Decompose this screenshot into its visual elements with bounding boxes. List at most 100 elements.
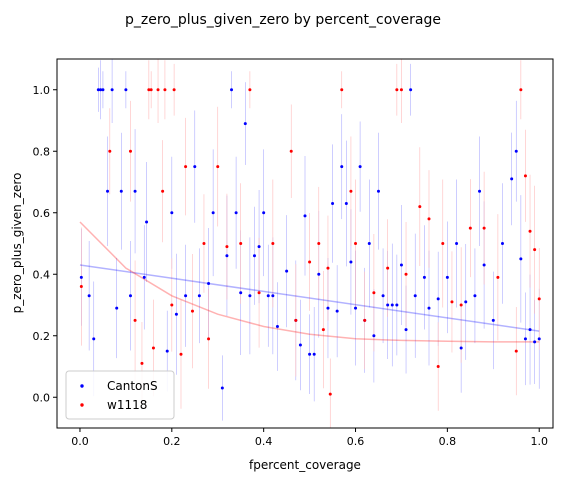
data-point-w1118: [372, 291, 376, 295]
data-point-CantonS: [234, 211, 238, 215]
data-point-w1118: [172, 88, 176, 92]
y-tick-label: 0.8: [33, 145, 51, 158]
x-tick-label: 0.0: [71, 435, 89, 448]
data-point-CantonS: [262, 211, 266, 215]
data-point-w1118: [147, 88, 151, 92]
data-point-w1118: [436, 365, 440, 368]
data-point-w1118: [328, 392, 332, 396]
data-point-CantonS: [308, 352, 312, 356]
y-tick-label: 0.6: [33, 207, 51, 220]
data-point-CantonS: [533, 340, 537, 344]
data-point-w1118: [108, 149, 112, 153]
data-point-CantonS: [193, 165, 197, 169]
data-point-w1118: [418, 205, 422, 209]
data-point-w1118: [496, 275, 500, 279]
data-point-w1118: [133, 318, 137, 322]
data-point-w1118: [386, 266, 390, 270]
data-point-CantonS: [413, 294, 417, 298]
plot-frame: [56, 58, 554, 429]
x-tick-label: 0.4: [255, 435, 273, 448]
legend-box: [65, 370, 175, 420]
data-point-CantonS: [99, 88, 103, 92]
data-point-CantonS: [381, 294, 385, 298]
data-point-w1118: [533, 248, 537, 252]
data-point-CantonS: [101, 88, 105, 92]
data-point-CantonS: [358, 165, 362, 169]
x-tick-label: 0.2: [163, 435, 181, 448]
legend-marker-CantonS: [80, 384, 84, 388]
legend-label-CantonS: CantonS: [107, 379, 158, 393]
data-point-CantonS: [404, 328, 408, 332]
data-point-CantonS: [96, 88, 100, 92]
data-point-CantonS: [165, 349, 169, 353]
data-point-CantonS: [285, 269, 289, 273]
data-point-w1118: [156, 88, 160, 92]
data-point-CantonS: [514, 149, 518, 153]
data-point-CantonS: [266, 294, 270, 298]
data-point-CantonS: [473, 294, 477, 298]
y-tick-label: 0.4: [33, 268, 51, 281]
data-point-CantonS: [220, 386, 224, 390]
data-point-w1118: [459, 303, 463, 307]
data-point-CantonS: [298, 343, 302, 347]
data-point-CantonS: [427, 306, 431, 310]
data-point-CantonS: [478, 189, 482, 193]
data-point-w1118: [363, 318, 367, 322]
data-point-CantonS: [87, 294, 91, 298]
data-point-CantonS: [390, 303, 394, 307]
data-point-w1118: [321, 328, 325, 332]
data-point-CantonS: [367, 242, 371, 245]
data-point-CantonS: [331, 202, 335, 206]
data-point-CantonS: [354, 306, 358, 310]
data-point-w1118: [271, 242, 275, 245]
data-point-w1118: [294, 318, 298, 322]
data-point-w1118: [140, 361, 144, 365]
data-point-CantonS: [386, 303, 390, 307]
data-point-CantonS: [174, 312, 178, 316]
y-tick-label: 0.2: [33, 330, 51, 343]
data-point-CantonS: [436, 297, 440, 301]
data-point-CantonS: [275, 325, 279, 329]
data-point-CantonS: [459, 346, 463, 350]
data-point-w1118: [427, 217, 431, 221]
data-point-w1118: [170, 303, 174, 307]
data-point-w1118: [482, 226, 486, 230]
data-point-w1118: [225, 245, 229, 249]
data-point-w1118: [163, 88, 167, 92]
data-point-CantonS: [340, 165, 344, 169]
data-point-CantonS: [145, 220, 149, 224]
data-point-w1118: [151, 346, 155, 350]
data-point-CantonS: [317, 272, 321, 276]
data-point-CantonS: [128, 294, 132, 298]
chart-title: p_zero_plus_given_zero by percent_covera…: [125, 12, 441, 28]
data-point-CantonS: [519, 257, 523, 261]
data-point-CantonS: [303, 214, 307, 218]
legend: CantonS w1118: [65, 370, 175, 420]
data-point-w1118: [404, 272, 408, 276]
data-point-w1118: [317, 242, 321, 245]
data-point-CantonS: [395, 303, 399, 307]
data-point-CantonS: [230, 88, 234, 92]
data-point-w1118: [514, 349, 518, 353]
data-point-w1118: [149, 88, 153, 92]
legend-label-w1118: w1118: [107, 398, 147, 412]
data-point-w1118: [248, 88, 252, 92]
data-point-CantonS: [376, 189, 380, 193]
data-point-CantonS: [455, 242, 459, 245]
data-point-w1118: [450, 300, 454, 304]
data-point-CantonS: [239, 291, 243, 295]
data-point-w1118: [441, 242, 445, 245]
data-point-CantonS: [124, 88, 128, 92]
data-point-w1118: [79, 285, 83, 289]
data-point-CantonS: [257, 245, 261, 249]
data-point-w1118: [161, 189, 165, 193]
data-point-CantonS: [528, 328, 532, 332]
y-tick-label: 1.0: [33, 84, 51, 97]
data-point-CantonS: [207, 281, 211, 285]
data-point-w1118: [519, 88, 523, 92]
data-point-CantonS: [523, 337, 527, 341]
data-point-w1118: [399, 88, 403, 92]
data-point-w1118: [202, 242, 206, 245]
data-point-CantonS: [79, 275, 83, 279]
